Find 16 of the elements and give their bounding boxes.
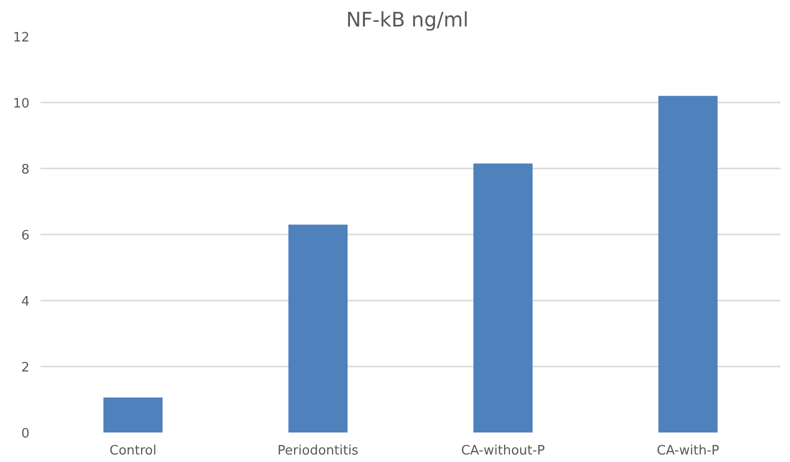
- bar: [103, 398, 163, 432]
- bar: [658, 96, 718, 432]
- y-tick-label: 6: [21, 228, 30, 244]
- bar: [473, 164, 533, 432]
- x-tick-label: CA-with-P: [656, 444, 720, 458]
- y-tick-label: 8: [21, 162, 30, 178]
- y-tick-label: 0: [21, 426, 30, 442]
- y-tick-label: 10: [12, 96, 30, 112]
- x-tick-label: CA-without-P: [461, 444, 546, 458]
- y-tick-label: 12: [12, 30, 30, 46]
- y-tick-label: 2: [21, 360, 30, 376]
- chart-title: NF-kB ng/ml: [346, 8, 469, 32]
- x-tick-label: Periodontitis: [278, 444, 359, 458]
- x-tick-label: Control: [110, 444, 157, 458]
- y-tick-label: 4: [21, 294, 30, 310]
- bar: [288, 224, 348, 432]
